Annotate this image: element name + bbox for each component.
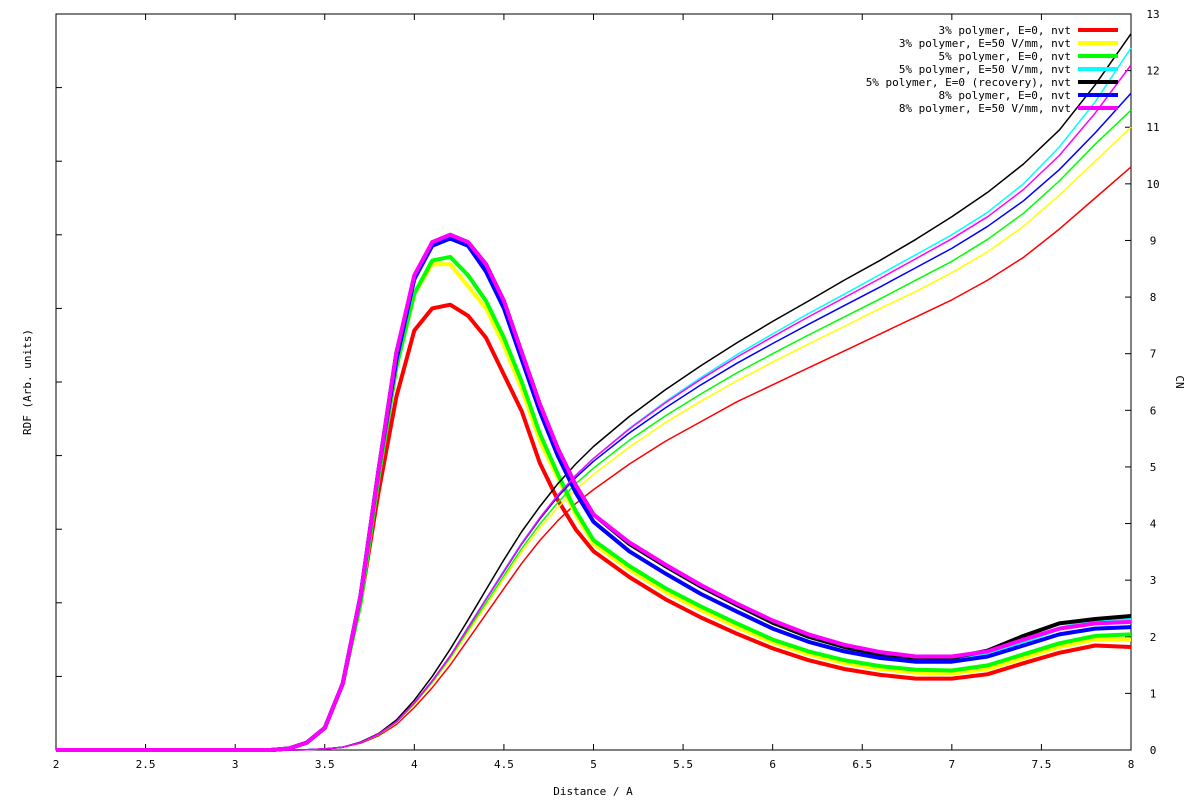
legend-label: 5% polymer, E=0, nvt [939, 50, 1071, 63]
legend-label: 3% polymer, E=0, nvt [939, 24, 1071, 37]
right-y-tick-label: 9 [1150, 234, 1157, 247]
legend-label: 8% polymer, E=0, nvt [939, 89, 1071, 102]
left-y-axis-label: RDF (Arb. units) [21, 329, 34, 435]
right-y-tick-label: 12 [1146, 65, 1159, 78]
x-tick-label: 4.5 [494, 758, 514, 771]
plot-frame [55, 13, 1132, 751]
rdf-series-line-0 [56, 302, 1132, 752]
x-tick-label: 7.5 [1031, 758, 1051, 771]
cn-series-line-6 [56, 64, 1132, 751]
right-y-tick-label: 2 [1150, 631, 1157, 644]
rdf-series-line-5 [56, 236, 1132, 752]
right-y-tick-label: 4 [1150, 518, 1157, 531]
cn-series-line-3 [56, 47, 1132, 751]
x-tick-label: 5 [590, 758, 597, 771]
x-tick-label: 2.5 [136, 758, 156, 771]
rdf-series-line-6 [56, 232, 1132, 752]
right-y-tick-label: 10 [1146, 178, 1159, 191]
x-tick-label: 6 [769, 758, 776, 771]
legend-label: 3% polymer, E=50 V/mm, nvt [899, 37, 1071, 50]
x-tick-label: 7 [949, 758, 956, 771]
right-y-axis-label: CN [1173, 375, 1186, 388]
legend-label: 5% polymer, E=50 V/mm, nvt [899, 63, 1071, 76]
cn-series-line-5 [56, 92, 1132, 751]
right-y-tick-label: 5 [1150, 461, 1157, 474]
right-y-tick-label: 6 [1150, 404, 1157, 417]
right-y-tick-label: 1 [1150, 687, 1157, 700]
right-y-tick-label: 0 [1150, 744, 1157, 757]
x-tick-label: 6.5 [852, 758, 872, 771]
right-y-tick-label: 7 [1150, 348, 1157, 361]
legend-label: 5% polymer, E=0 (recovery), nvt [866, 76, 1071, 89]
x-tick-label: 3 [232, 758, 239, 771]
right-y-tick-label: 3 [1150, 574, 1157, 587]
x-tick-label: 5.5 [673, 758, 693, 771]
x-axis: 2 2.5 3 3.5 4 4.5 5 5.5 6 6.5 7 7.5 8 [53, 14, 1135, 771]
right-y-tick-label: 13 [1146, 8, 1159, 21]
series-layer [56, 33, 1132, 752]
right-y-tick-label: 8 [1150, 291, 1157, 304]
left-y-axis [56, 13, 62, 751]
x-tick-label: 2 [53, 758, 60, 771]
x-tick-label: 8 [1128, 758, 1135, 771]
right-y-tick-label: 11 [1146, 121, 1159, 134]
x-tick-label: 4 [411, 758, 418, 771]
legend-label: 8% polymer, E=50 V/mm, nvt [899, 102, 1071, 115]
x-tick-label: 3.5 [315, 758, 335, 771]
cn-series-line-4 [56, 33, 1132, 751]
x-axis-label: Distance / A [553, 785, 633, 798]
